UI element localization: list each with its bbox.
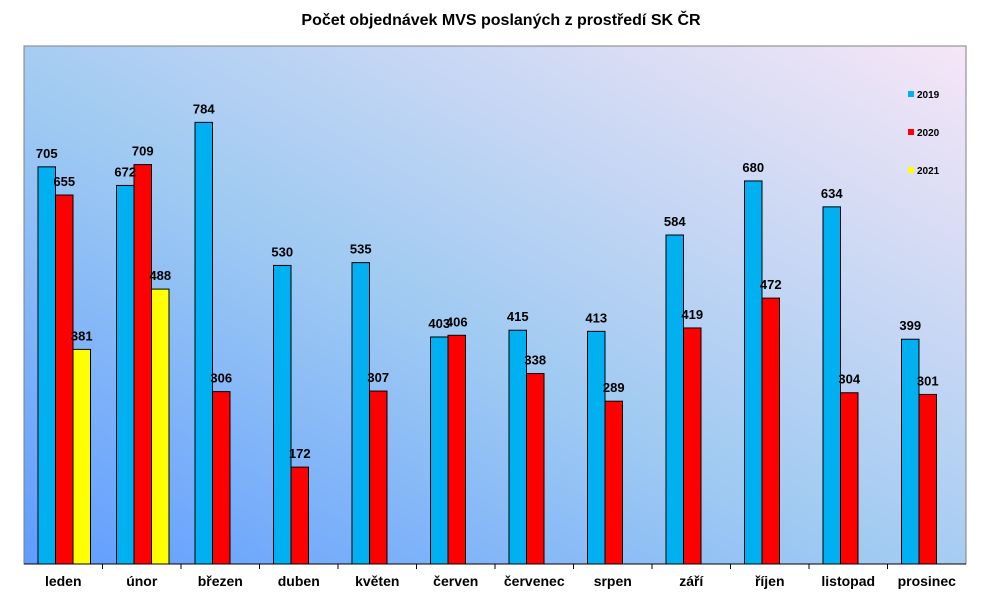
data-label: 413 <box>585 310 607 325</box>
x-tick-label: leden <box>45 573 82 589</box>
bar-2019-duben <box>273 264 292 565</box>
bar-2019-září <box>665 234 684 565</box>
data-label: 705 <box>36 146 58 161</box>
data-label: 634 <box>821 186 843 201</box>
data-label: 415 <box>507 309 529 324</box>
bar-2020-červenec <box>526 373 545 565</box>
data-label: 301 <box>917 373 939 388</box>
x-tick-label: únor <box>126 573 158 589</box>
data-label: 530 <box>271 244 293 259</box>
bar-2019-únor <box>116 184 135 565</box>
x-tick-label: květen <box>355 573 399 589</box>
bar-2020-listopad <box>840 392 859 565</box>
data-label: 289 <box>603 380 625 395</box>
chart-title: Počet objednávek MVS poslaných z prostře… <box>301 12 701 29</box>
data-label: 406 <box>446 314 468 329</box>
legend-label: 2020 <box>917 128 940 139</box>
x-tick-label: říjen <box>755 573 785 589</box>
bar-2019-květen <box>351 262 370 565</box>
data-label: 403 <box>428 316 450 331</box>
data-label: 488 <box>149 268 171 283</box>
data-label: 784 <box>193 101 215 116</box>
bar-2020-prosinec <box>918 393 937 565</box>
bar-2020-září <box>683 327 702 565</box>
data-label: 381 <box>71 328 93 343</box>
legend-label: 2021 <box>917 166 940 177</box>
bar-2019-březen <box>194 121 213 565</box>
data-label: 306 <box>210 371 232 386</box>
bar-2020-leden <box>55 194 74 565</box>
bar-2020-duben <box>290 466 309 565</box>
data-label: 172 <box>289 446 311 461</box>
x-tick-label: srpen <box>594 573 632 589</box>
legend-swatch-2019 <box>908 91 914 97</box>
bar-2019-říjen <box>744 180 763 565</box>
x-tick-label: březen <box>198 573 243 589</box>
bar-2021-leden <box>72 348 91 565</box>
data-label: 419 <box>681 307 703 322</box>
bar-2020-říjen <box>761 297 780 565</box>
data-label: 709 <box>132 144 154 159</box>
x-tick-label: září <box>679 573 704 589</box>
bar-2019-červen <box>430 336 449 565</box>
data-label: 672 <box>114 164 136 179</box>
data-label: 307 <box>367 370 389 385</box>
legend-label: 2019 <box>917 90 940 101</box>
bar-2020-srpen <box>604 400 623 565</box>
legend-swatch-2020 <box>908 129 914 135</box>
data-label: 304 <box>838 372 860 387</box>
data-label: 655 <box>53 174 75 189</box>
data-label: 680 <box>742 160 764 175</box>
bar-2019-srpen <box>587 330 606 565</box>
bar-2019-leden <box>37 166 56 565</box>
data-label: 535 <box>350 242 372 257</box>
x-tick-label: červen <box>433 573 478 589</box>
bar-2020-červen <box>447 334 466 565</box>
x-tick-label: listopad <box>821 573 875 589</box>
data-label: 472 <box>760 277 782 292</box>
bar-2021-únor <box>151 288 170 565</box>
x-tick-label: prosinec <box>898 573 957 589</box>
bar-2020-květen <box>369 390 388 565</box>
bar-2020-únor <box>133 164 152 565</box>
legend-swatch-2021 <box>908 167 914 173</box>
plot-area <box>23 45 967 565</box>
bar-2020-březen <box>212 391 231 565</box>
data-label: 399 <box>899 318 921 333</box>
data-label: 584 <box>664 214 686 229</box>
x-tick-label: červenec <box>504 573 565 589</box>
bar-2019-listopad <box>822 206 841 565</box>
data-label: 338 <box>524 353 546 368</box>
x-tick-label: duben <box>278 573 320 589</box>
